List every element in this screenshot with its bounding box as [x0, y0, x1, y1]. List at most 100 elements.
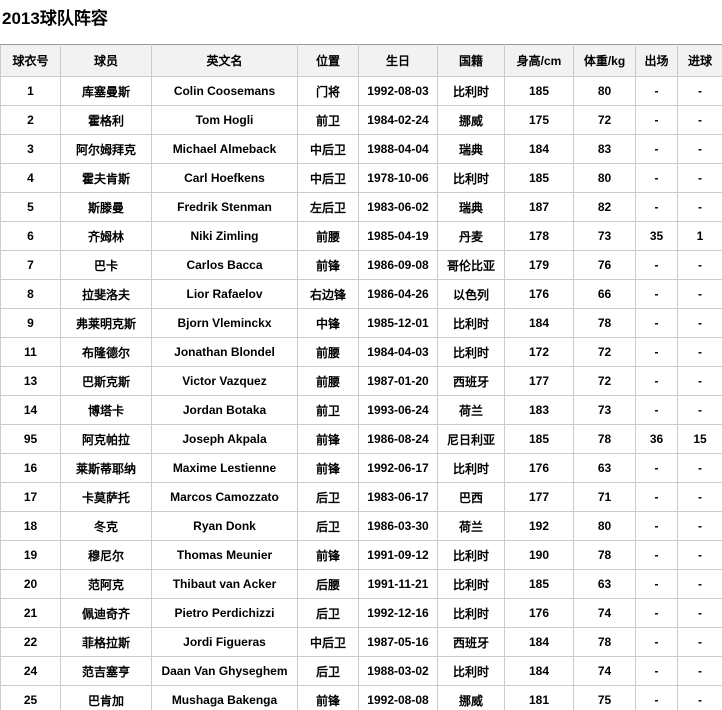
cell-nationality: 尼日利亚	[437, 424, 505, 454]
cell-birthday: 1983-06-17	[358, 482, 438, 512]
table-row: 24 范吉塞亨 Daan Van Ghyseghem 后卫 1988-03-02 比利时 1…	[0, 656, 722, 686]
cell-jersey: 24	[0, 656, 61, 686]
cell-player: 巴肯加	[60, 685, 152, 710]
table-row: 7 巴卡 Carlos Bacca 前锋 1986-09-08 哥伦比亚 179 76- -	[0, 250, 722, 280]
cell-name-en: Niki Zimling	[151, 221, 298, 251]
cell-jersey: 21	[0, 598, 61, 628]
cell-position: 前锋	[297, 424, 359, 454]
cell-name-en: Jonathan Blondel	[151, 337, 298, 367]
cell-appearances: -	[635, 366, 678, 396]
cell-birthday: 1991-11-21	[358, 569, 438, 599]
cell-weight: 63	[573, 569, 636, 599]
cell-nationality: 以色列	[437, 279, 505, 309]
column-header-height: 身高/cm	[504, 44, 574, 77]
cell-weight: 78	[573, 627, 636, 657]
cell-nationality: 挪威	[437, 685, 505, 710]
cell-name-en: Michael Almeback	[151, 134, 298, 164]
cell-player: 斯滕曼	[60, 192, 152, 222]
cell-height: 175	[504, 105, 574, 135]
cell-weight: 72	[573, 337, 636, 367]
cell-player: 霍格利	[60, 105, 152, 135]
cell-weight: 82	[573, 192, 636, 222]
cell-height: 185	[504, 163, 574, 193]
cell-name-en: Fredrik Stenman	[151, 192, 298, 222]
cell-weight: 78	[573, 308, 636, 338]
cell-jersey: 13	[0, 366, 61, 396]
cell-appearances: -	[635, 453, 678, 483]
cell-nationality: 荷兰	[437, 511, 505, 541]
cell-height: 184	[504, 308, 574, 338]
table-row: 18 冬克 Ryan Donk 后卫 1986-03-30 荷兰 192 80- -	[0, 511, 722, 541]
cell-jersey: 3	[0, 134, 61, 164]
cell-nationality: 比利时	[437, 656, 505, 686]
table-row: 19 穆尼尔 Thomas Meunier 前锋 1991-09-12 比利时 190 78-…	[0, 540, 722, 570]
cell-height: 184	[504, 627, 574, 657]
cell-position: 门将	[297, 76, 359, 106]
cell-height: 176	[504, 598, 574, 628]
cell-goals: -	[677, 134, 722, 164]
cell-name-en: Tom Hogli	[151, 105, 298, 135]
cell-appearances: -	[635, 511, 678, 541]
cell-name-en: Thomas Meunier	[151, 540, 298, 570]
cell-position: 后卫	[297, 482, 359, 512]
cell-weight: 63	[573, 453, 636, 483]
cell-nationality: 西班牙	[437, 366, 505, 396]
cell-nationality: 瑞典	[437, 192, 505, 222]
cell-jersey: 19	[0, 540, 61, 570]
cell-goals: -	[677, 395, 722, 425]
cell-player: 佩迪奇齐	[60, 598, 152, 628]
cell-jersey: 8	[0, 279, 61, 309]
cell-height: 185	[504, 424, 574, 454]
cell-weight: 71	[573, 482, 636, 512]
cell-height: 176	[504, 279, 574, 309]
cell-birthday: 1992-08-08	[358, 685, 438, 710]
cell-name-en: Carlos Bacca	[151, 250, 298, 280]
cell-height: 183	[504, 395, 574, 425]
cell-weight: 72	[573, 105, 636, 135]
cell-goals: -	[677, 656, 722, 686]
cell-goals: -	[677, 163, 722, 193]
cell-height: 177	[504, 482, 574, 512]
cell-position: 中锋	[297, 308, 359, 338]
cell-height: 172	[504, 337, 574, 367]
cell-weight: 80	[573, 511, 636, 541]
cell-birthday: 1987-05-16	[358, 627, 438, 657]
cell-weight: 75	[573, 685, 636, 710]
cell-height: 178	[504, 221, 574, 251]
cell-player: 卡莫萨托	[60, 482, 152, 512]
cell-jersey: 9	[0, 308, 61, 338]
cell-position: 后卫	[297, 511, 359, 541]
cell-player: 齐姆林	[60, 221, 152, 251]
cell-height: 179	[504, 250, 574, 280]
cell-name-en: Colin Coosemans	[151, 76, 298, 106]
cell-jersey: 22	[0, 627, 61, 657]
column-header-goals: 进球	[677, 44, 722, 77]
cell-weight: 74	[573, 598, 636, 628]
table-row: 4 霍夫肯斯 Carl Hoefkens 中后卫 1978-10-06 比利时 185 80-…	[0, 163, 722, 193]
cell-birthday: 1986-04-26	[358, 279, 438, 309]
cell-goals: -	[677, 511, 722, 541]
cell-goals: -	[677, 598, 722, 628]
cell-birthday: 1985-12-01	[358, 308, 438, 338]
cell-nationality: 巴西	[437, 482, 505, 512]
cell-weight: 73	[573, 395, 636, 425]
cell-position: 前卫	[297, 395, 359, 425]
cell-weight: 83	[573, 134, 636, 164]
cell-appearances: -	[635, 76, 678, 106]
cell-player: 弗莱明克斯	[60, 308, 152, 338]
cell-goals: -	[677, 540, 722, 570]
cell-nationality: 比利时	[437, 308, 505, 338]
cell-goals: -	[677, 685, 722, 710]
cell-appearances: -	[635, 482, 678, 512]
cell-weight: 74	[573, 656, 636, 686]
cell-player: 阿尔姆拜克	[60, 134, 152, 164]
cell-player: 拉斐洛夫	[60, 279, 152, 309]
cell-birthday: 1986-03-30	[358, 511, 438, 541]
cell-goals: -	[677, 337, 722, 367]
cell-height: 176	[504, 453, 574, 483]
cell-birthday: 1984-02-24	[358, 105, 438, 135]
cell-name-en: Joseph Akpala	[151, 424, 298, 454]
cell-birthday: 1986-09-08	[358, 250, 438, 280]
cell-nationality: 比利时	[437, 598, 505, 628]
cell-player: 阿克帕拉	[60, 424, 152, 454]
